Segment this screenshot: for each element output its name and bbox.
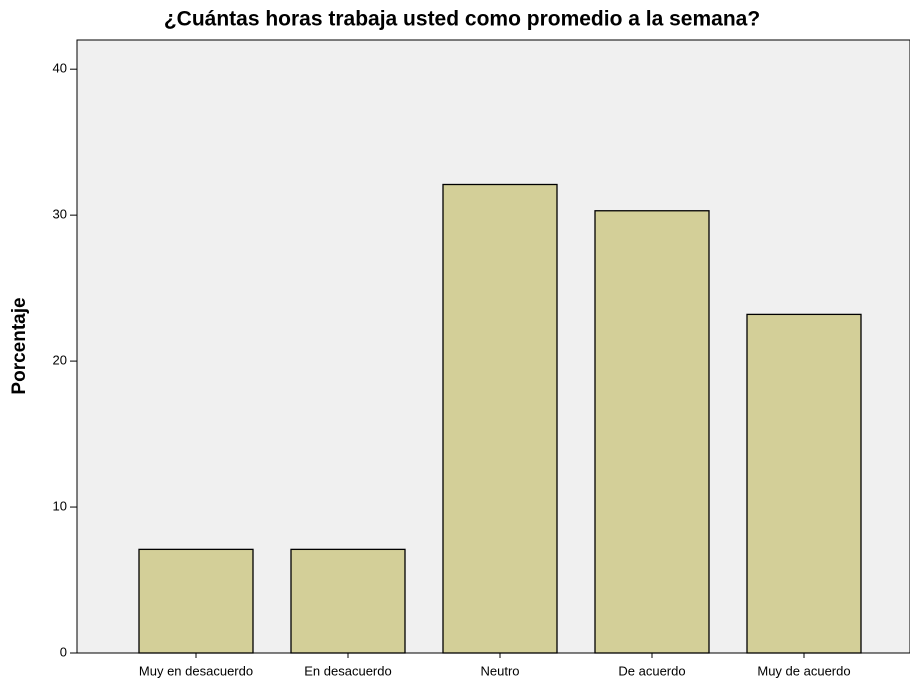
x-tick-label: En desacuerdo: [304, 663, 391, 678]
y-axis-label: Porcentaje: [9, 297, 30, 394]
bar: [746, 313, 862, 654]
bar: [138, 548, 254, 654]
bar: [290, 548, 406, 654]
x-tick-label: Muy de acuerdo: [757, 663, 850, 678]
y-tick-label: 0: [60, 644, 67, 659]
y-tick-label: 20: [53, 353, 67, 368]
x-tick-label: De acuerdo: [618, 663, 685, 678]
bar: [442, 183, 558, 654]
x-tick-label: Muy en desacuerdo: [139, 663, 253, 678]
y-tick-label: 10: [53, 498, 67, 513]
chart-title: ¿Cuántas horas trabaja usted como promed…: [164, 8, 760, 31]
y-tick-label: 30: [53, 207, 67, 222]
bar: [594, 210, 710, 654]
x-tick-label: Neutro: [480, 663, 519, 678]
y-tick-label: 40: [53, 61, 67, 76]
